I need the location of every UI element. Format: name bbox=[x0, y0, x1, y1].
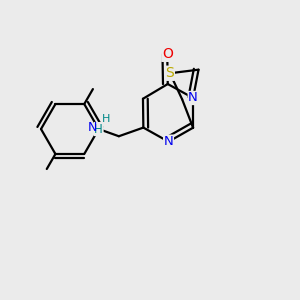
Text: H: H bbox=[94, 122, 103, 136]
Text: N: N bbox=[88, 121, 97, 134]
Text: O: O bbox=[162, 47, 173, 61]
Text: H: H bbox=[102, 114, 111, 124]
Text: S: S bbox=[166, 66, 174, 80]
Text: N: N bbox=[164, 135, 173, 148]
Text: N: N bbox=[188, 92, 198, 104]
